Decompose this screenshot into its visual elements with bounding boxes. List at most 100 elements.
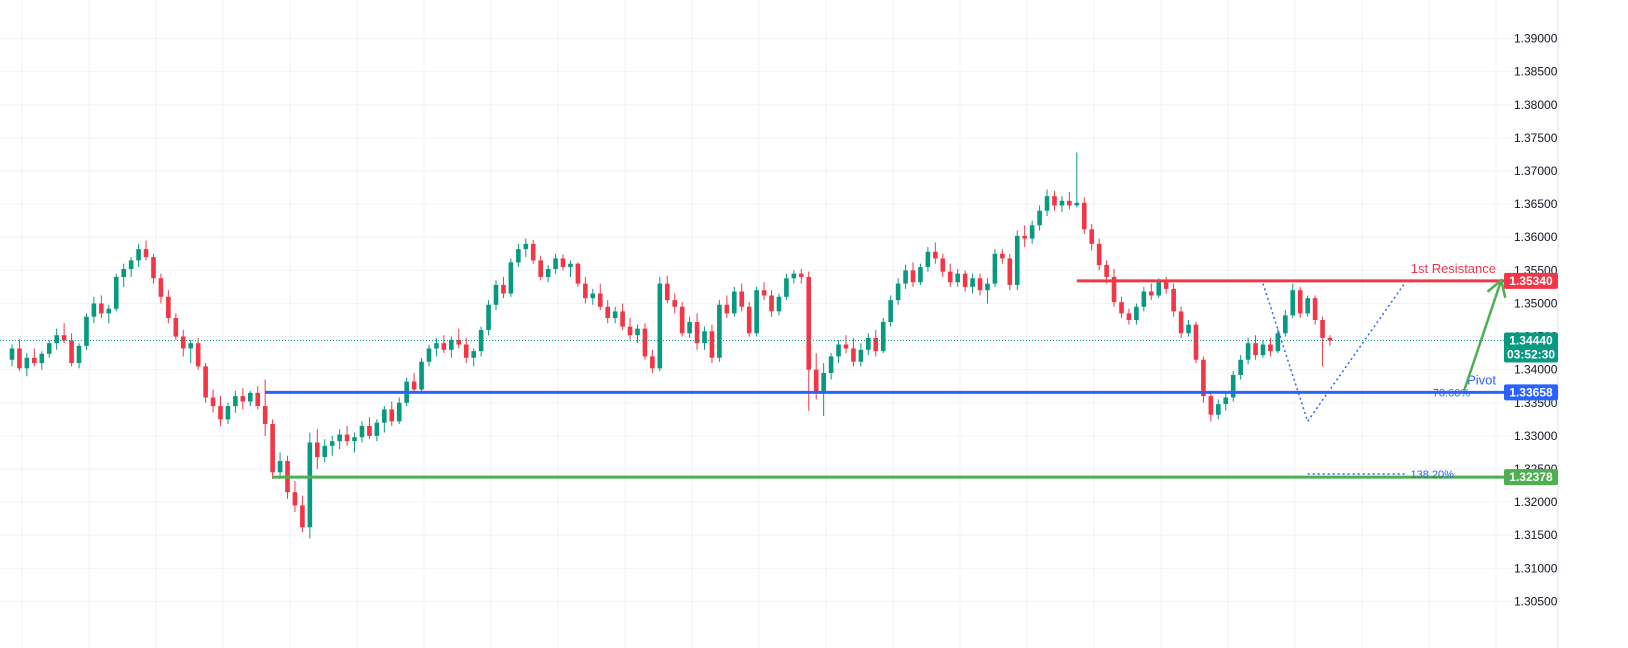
candle-body[interactable] bbox=[367, 425, 372, 436]
candle-body[interactable] bbox=[411, 381, 417, 390]
candle-body[interactable] bbox=[1029, 225, 1035, 239]
candle-body[interactable] bbox=[769, 295, 774, 312]
candle-body[interactable] bbox=[240, 396, 246, 402]
candle-body[interactable] bbox=[441, 343, 447, 350]
candle-body[interactable] bbox=[1178, 311, 1184, 334]
candle-body[interactable] bbox=[478, 329, 484, 352]
candle-body[interactable] bbox=[1186, 324, 1191, 334]
candle-body[interactable] bbox=[382, 409, 387, 423]
candle-body[interactable] bbox=[1223, 397, 1229, 405]
candle-body[interactable] bbox=[166, 296, 171, 319]
candle-body[interactable] bbox=[255, 392, 261, 407]
candle-body[interactable] bbox=[471, 351, 476, 358]
candle-body[interactable] bbox=[1141, 291, 1147, 307]
candle-body[interactable] bbox=[1081, 202, 1087, 230]
candle-body[interactable] bbox=[322, 445, 328, 458]
candle-body[interactable] bbox=[396, 402, 402, 422]
candle-body[interactable] bbox=[992, 253, 998, 284]
candle-body[interactable] bbox=[456, 339, 462, 345]
candle-body[interactable] bbox=[940, 258, 946, 272]
candle-body[interactable] bbox=[776, 296, 782, 312]
candle-body[interactable] bbox=[1134, 306, 1139, 320]
candle-body[interactable] bbox=[873, 337, 879, 352]
candle-body[interactable] bbox=[687, 321, 692, 334]
candle-body[interactable] bbox=[1193, 324, 1199, 360]
candle-body[interactable] bbox=[1156, 282, 1162, 296]
candle-body[interactable] bbox=[344, 434, 350, 442]
candle-body[interactable] bbox=[754, 290, 759, 334]
candle-body[interactable] bbox=[1126, 313, 1132, 320]
candle-body[interactable] bbox=[24, 357, 30, 369]
candle-body[interactable] bbox=[784, 278, 789, 297]
candle-body[interactable] bbox=[590, 293, 596, 299]
candle-body[interactable] bbox=[568, 263, 573, 268]
candle-body[interactable] bbox=[1163, 282, 1169, 289]
candle-body[interactable] bbox=[761, 290, 767, 296]
candle-body[interactable] bbox=[746, 306, 752, 334]
candle-body[interactable] bbox=[486, 304, 491, 330]
candle-body[interactable] bbox=[151, 257, 156, 279]
candle-body[interactable] bbox=[1230, 374, 1236, 398]
candle-body[interactable] bbox=[359, 425, 365, 438]
candle-body[interactable] bbox=[1000, 253, 1005, 259]
candle-body[interactable] bbox=[1268, 344, 1273, 352]
candle-body[interactable] bbox=[17, 348, 22, 369]
candle-body[interactable] bbox=[426, 348, 432, 362]
candle-body[interactable] bbox=[173, 318, 179, 337]
candle-body[interactable] bbox=[203, 366, 208, 398]
candle-body[interactable] bbox=[866, 337, 871, 350]
candle-body[interactable] bbox=[106, 308, 112, 314]
candle-body[interactable] bbox=[1208, 396, 1214, 415]
candle-body[interactable] bbox=[121, 269, 127, 277]
candle-body[interactable] bbox=[1320, 320, 1325, 338]
candle-body[interactable] bbox=[791, 273, 797, 279]
candle-body[interactable] bbox=[91, 303, 97, 317]
candle-body[interactable] bbox=[1096, 243, 1102, 266]
candle-body[interactable] bbox=[508, 262, 514, 294]
candle-body[interactable] bbox=[136, 249, 141, 261]
candle-body[interactable] bbox=[292, 492, 298, 506]
candle-body[interactable] bbox=[32, 357, 37, 364]
candle-body[interactable] bbox=[679, 306, 685, 334]
candle-body[interactable] bbox=[828, 356, 834, 373]
candle-body[interactable] bbox=[635, 328, 640, 336]
candle-body[interactable] bbox=[694, 321, 700, 344]
candle-body[interactable] bbox=[709, 331, 715, 358]
candle-body[interactable] bbox=[806, 276, 812, 370]
candle-body[interactable] bbox=[84, 316, 89, 346]
candle-body[interactable] bbox=[545, 269, 551, 277]
candle-body[interactable] bbox=[449, 339, 454, 350]
candle-body[interactable] bbox=[352, 437, 357, 442]
candle-body[interactable] bbox=[650, 356, 655, 369]
candle-body[interactable] bbox=[739, 291, 745, 307]
candle-body[interactable] bbox=[858, 349, 864, 362]
candle-body[interactable] bbox=[717, 304, 722, 358]
candle-body[interactable] bbox=[530, 243, 536, 261]
candle-body[interactable] bbox=[99, 303, 104, 314]
candle-body[interactable] bbox=[813, 369, 819, 393]
candle-body[interactable] bbox=[620, 311, 625, 327]
candle-body[interactable] bbox=[895, 283, 901, 301]
candle-body[interactable] bbox=[1059, 200, 1065, 206]
candle-body[interactable] bbox=[54, 335, 59, 344]
candle-body[interactable] bbox=[962, 273, 968, 287]
candle-body[interactable] bbox=[1074, 202, 1080, 206]
candle-body[interactable] bbox=[1215, 404, 1221, 415]
candle-body[interactable] bbox=[1119, 302, 1124, 314]
candle-body[interactable] bbox=[1111, 276, 1117, 303]
candle-body[interactable] bbox=[1260, 344, 1266, 356]
candle-body[interactable] bbox=[39, 353, 45, 364]
candle-body[interactable] bbox=[1171, 288, 1176, 312]
candle-body[interactable] bbox=[1052, 196, 1057, 206]
candle-body[interactable] bbox=[664, 283, 670, 301]
candle-body[interactable] bbox=[69, 340, 74, 364]
candle-body[interactable] bbox=[724, 304, 730, 314]
candle-body[interactable] bbox=[1037, 210, 1042, 226]
candle-body[interactable] bbox=[143, 249, 149, 258]
candle-body[interactable] bbox=[113, 276, 119, 309]
candle-body[interactable] bbox=[627, 326, 633, 336]
candle-body[interactable] bbox=[575, 263, 581, 284]
candle-body[interactable] bbox=[523, 243, 529, 250]
candle-body[interactable] bbox=[337, 434, 342, 442]
candle-body[interactable] bbox=[1067, 200, 1072, 206]
